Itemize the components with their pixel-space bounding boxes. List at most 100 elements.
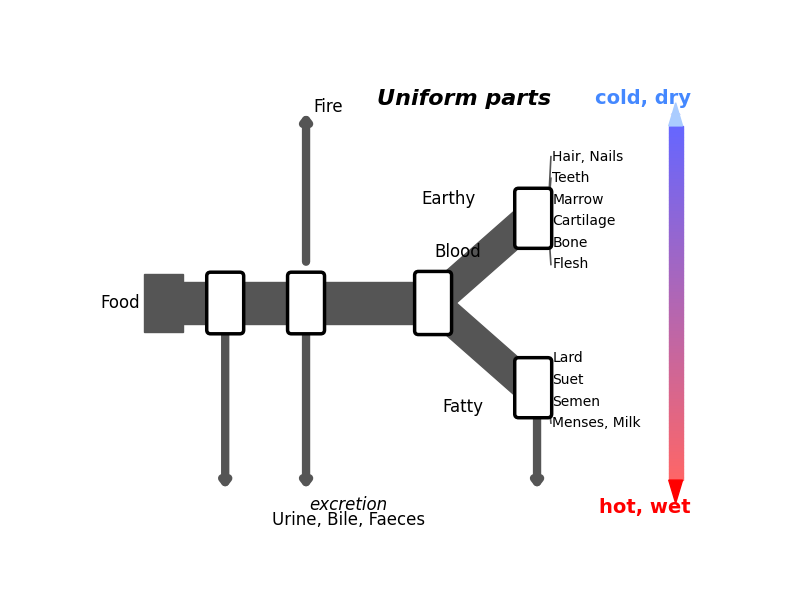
- Polygon shape: [669, 154, 682, 158]
- Polygon shape: [669, 377, 682, 381]
- Polygon shape: [669, 197, 682, 200]
- Polygon shape: [669, 140, 682, 143]
- Polygon shape: [669, 179, 682, 182]
- Polygon shape: [669, 448, 682, 452]
- Polygon shape: [669, 264, 682, 268]
- Polygon shape: [669, 385, 682, 388]
- Polygon shape: [669, 175, 682, 179]
- Polygon shape: [144, 274, 183, 332]
- Polygon shape: [669, 250, 682, 253]
- Text: Semen: Semen: [553, 395, 601, 409]
- FancyBboxPatch shape: [206, 272, 244, 334]
- Polygon shape: [669, 480, 682, 503]
- Polygon shape: [669, 427, 682, 431]
- Text: Blood: Blood: [434, 242, 482, 260]
- Polygon shape: [669, 342, 682, 346]
- Text: Menses, Milk: Menses, Milk: [553, 416, 641, 430]
- Text: Suet: Suet: [553, 373, 584, 387]
- Polygon shape: [669, 463, 682, 466]
- Polygon shape: [669, 292, 682, 296]
- Text: Marrow: Marrow: [553, 193, 604, 207]
- Polygon shape: [669, 126, 682, 130]
- Polygon shape: [669, 431, 682, 434]
- Polygon shape: [669, 314, 682, 317]
- Polygon shape: [669, 335, 682, 338]
- Polygon shape: [669, 321, 682, 324]
- Polygon shape: [669, 466, 682, 469]
- Text: Lard: Lard: [553, 352, 583, 365]
- Polygon shape: [669, 353, 682, 356]
- Polygon shape: [669, 406, 682, 409]
- Polygon shape: [669, 374, 682, 377]
- Polygon shape: [669, 388, 682, 392]
- Text: hot, wet: hot, wet: [599, 497, 691, 517]
- Polygon shape: [669, 402, 682, 406]
- Polygon shape: [669, 161, 682, 165]
- Polygon shape: [669, 356, 682, 359]
- Polygon shape: [669, 359, 682, 363]
- Text: Cartilage: Cartilage: [553, 214, 616, 229]
- Polygon shape: [669, 243, 682, 247]
- Text: Earthy: Earthy: [421, 190, 475, 208]
- Polygon shape: [669, 268, 682, 271]
- Polygon shape: [669, 310, 682, 314]
- Polygon shape: [669, 137, 682, 140]
- Polygon shape: [669, 158, 682, 161]
- Polygon shape: [669, 392, 682, 395]
- Polygon shape: [669, 469, 682, 473]
- Polygon shape: [669, 413, 682, 416]
- Text: Food: Food: [101, 294, 141, 312]
- Polygon shape: [669, 211, 682, 214]
- Polygon shape: [669, 218, 682, 221]
- Polygon shape: [669, 317, 682, 321]
- Polygon shape: [669, 307, 682, 310]
- Polygon shape: [669, 239, 682, 243]
- Text: Hair, Nails: Hair, Nails: [553, 149, 624, 164]
- Polygon shape: [669, 398, 682, 402]
- Polygon shape: [669, 459, 682, 463]
- Polygon shape: [669, 221, 682, 225]
- Text: Uniform parts: Uniform parts: [377, 89, 551, 109]
- Polygon shape: [669, 208, 682, 211]
- Polygon shape: [669, 133, 682, 137]
- Text: Bone: Bone: [553, 236, 588, 250]
- Polygon shape: [669, 236, 682, 239]
- Polygon shape: [669, 434, 682, 437]
- Polygon shape: [669, 182, 682, 186]
- Polygon shape: [669, 275, 682, 278]
- Polygon shape: [669, 229, 682, 232]
- Polygon shape: [669, 169, 682, 172]
- Text: Fatty: Fatty: [442, 398, 483, 416]
- Text: Flesh: Flesh: [553, 257, 589, 271]
- Polygon shape: [669, 260, 682, 264]
- Polygon shape: [669, 324, 682, 328]
- Polygon shape: [669, 346, 682, 349]
- Polygon shape: [669, 257, 682, 260]
- Polygon shape: [669, 328, 682, 331]
- Text: Fire: Fire: [314, 98, 343, 116]
- Polygon shape: [669, 200, 682, 204]
- Polygon shape: [669, 441, 682, 445]
- Text: Urine, Bile, Faeces: Urine, Bile, Faeces: [272, 511, 425, 529]
- Polygon shape: [669, 424, 682, 427]
- Polygon shape: [669, 296, 682, 299]
- FancyBboxPatch shape: [287, 272, 325, 334]
- FancyBboxPatch shape: [514, 358, 552, 418]
- Polygon shape: [669, 289, 682, 292]
- Polygon shape: [669, 282, 682, 285]
- Polygon shape: [423, 292, 539, 399]
- Polygon shape: [669, 452, 682, 455]
- Polygon shape: [669, 190, 682, 193]
- Polygon shape: [669, 151, 682, 154]
- Polygon shape: [669, 437, 682, 441]
- Polygon shape: [669, 381, 682, 385]
- Polygon shape: [669, 420, 682, 424]
- Polygon shape: [669, 278, 682, 282]
- Polygon shape: [669, 225, 682, 229]
- Polygon shape: [669, 367, 682, 370]
- Polygon shape: [669, 247, 682, 250]
- Polygon shape: [669, 363, 682, 367]
- Polygon shape: [669, 103, 682, 126]
- Text: Teeth: Teeth: [553, 171, 590, 185]
- Polygon shape: [669, 147, 682, 151]
